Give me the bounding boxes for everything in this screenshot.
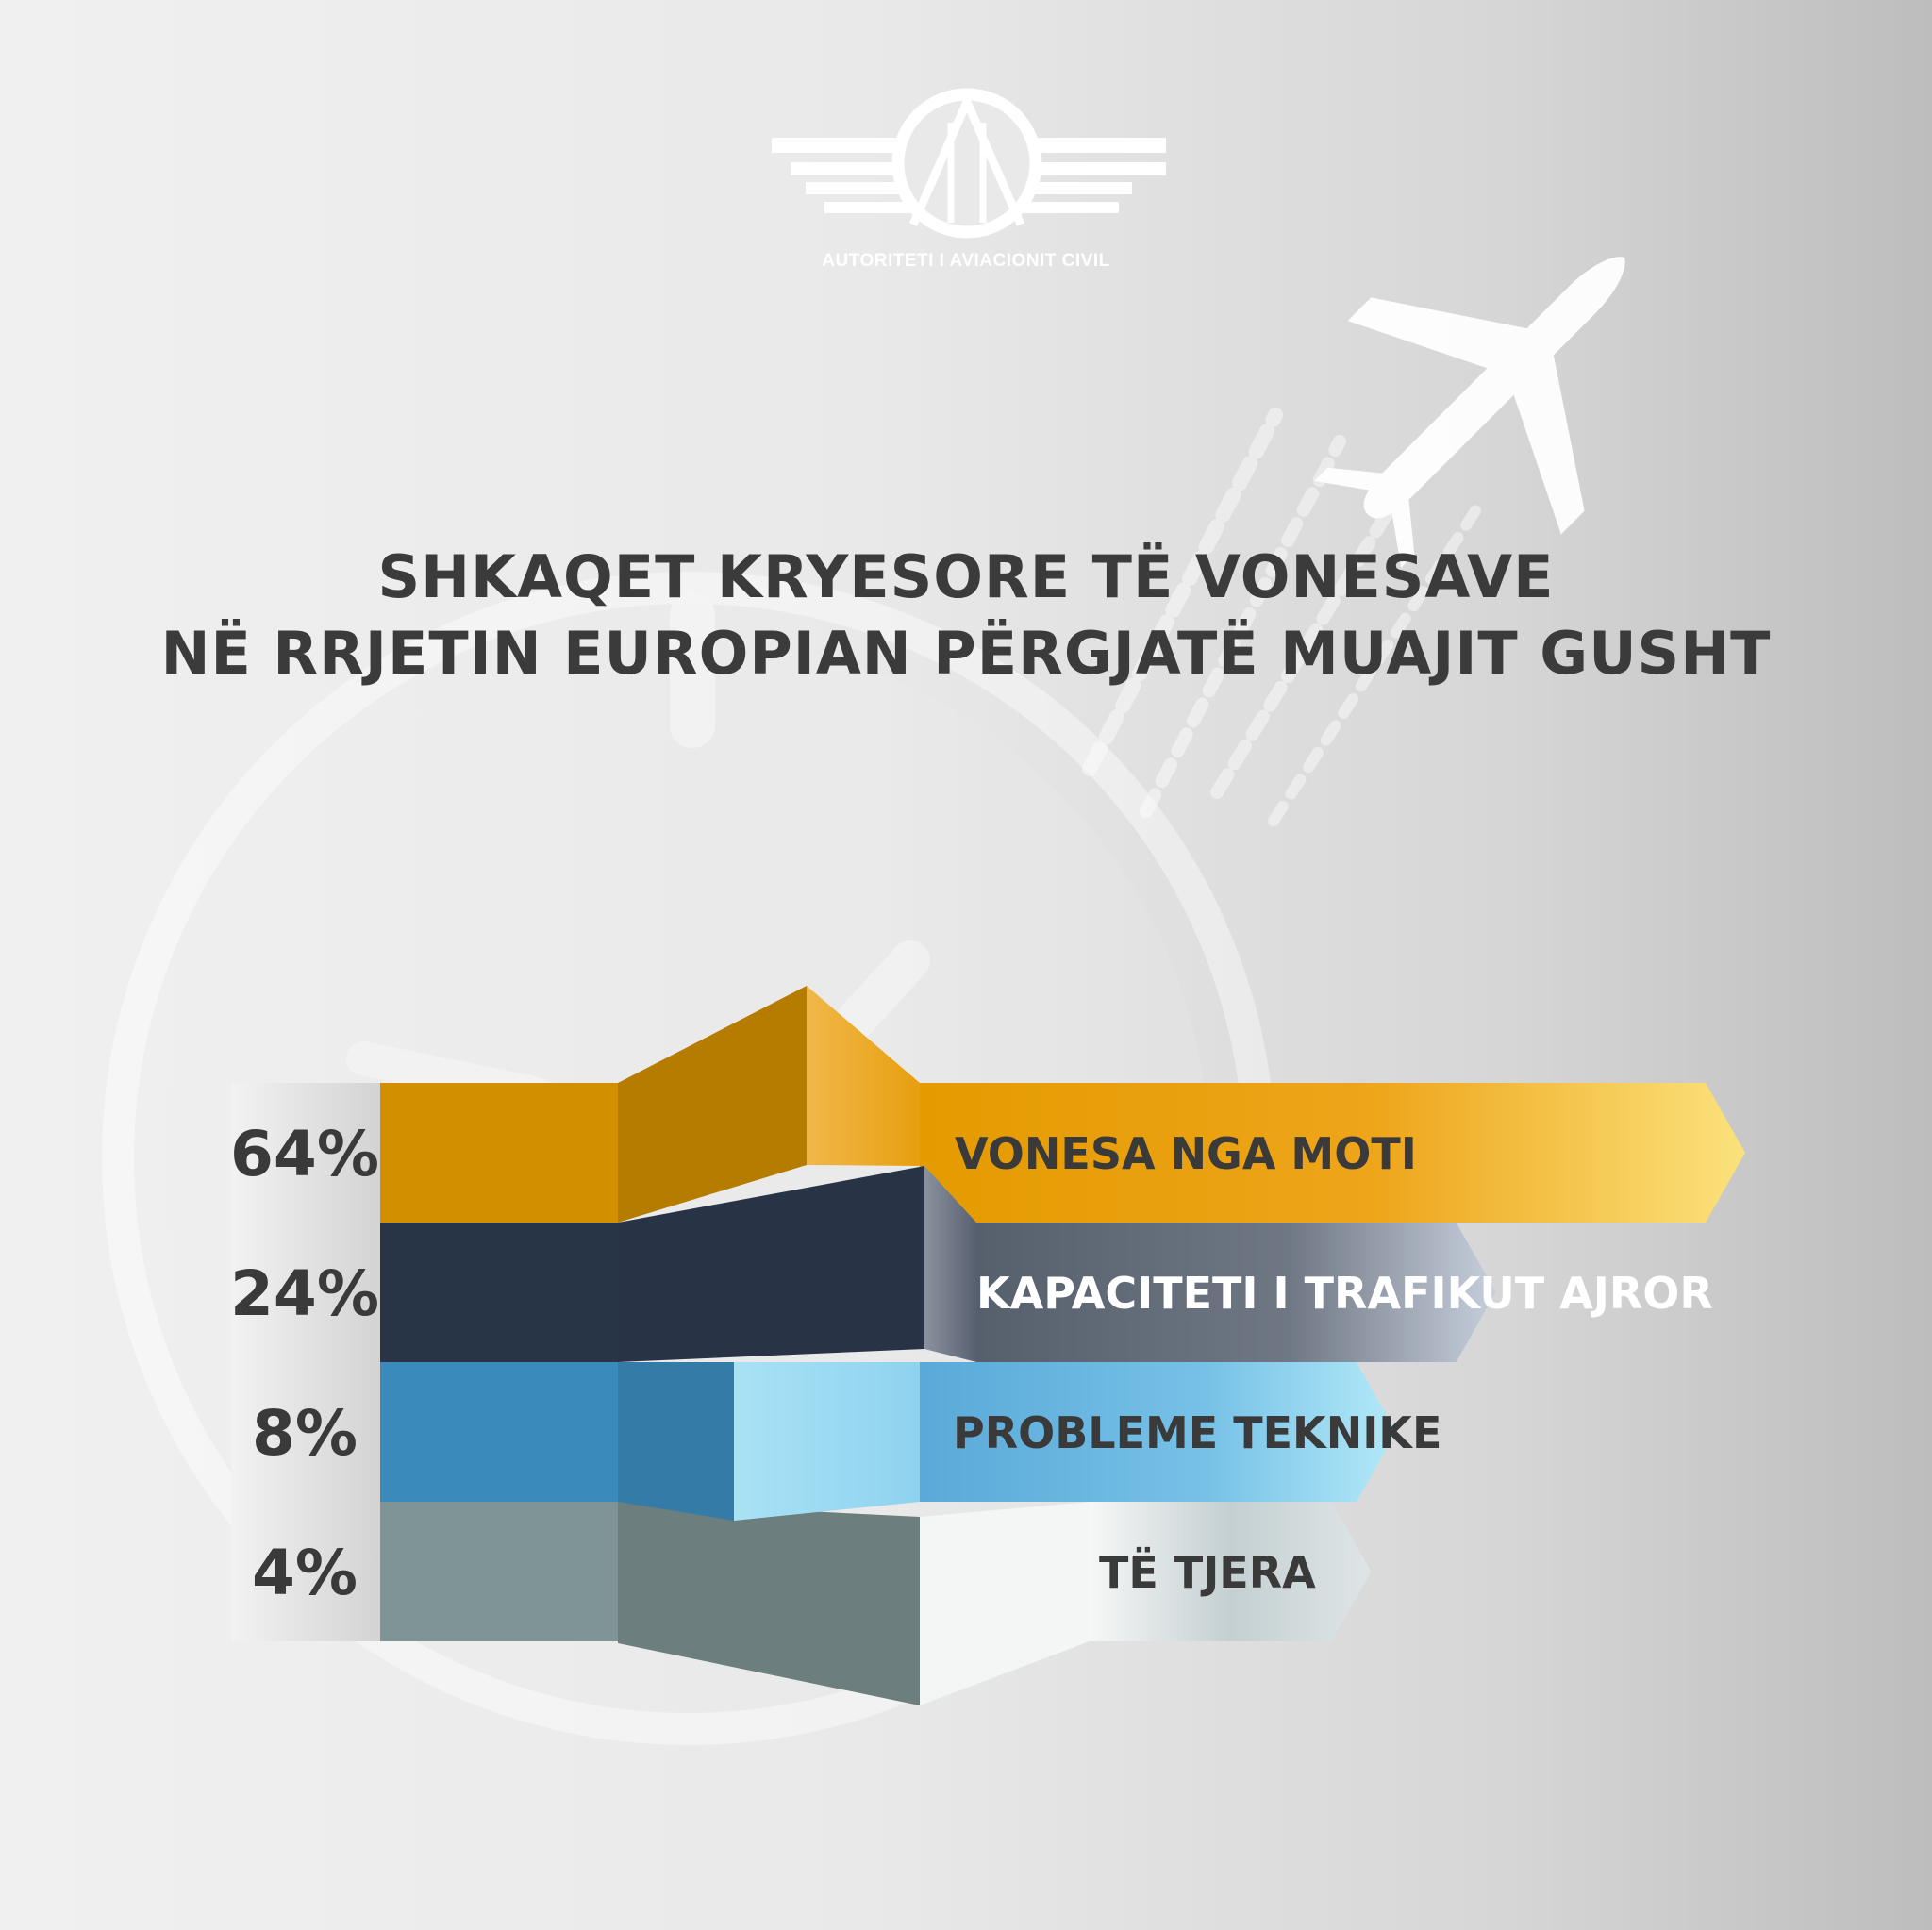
- bar-fold-highlight: [920, 1502, 1090, 1705]
- authority-name: AUTORITETI I AVIACIONIT CIVIL: [822, 251, 1110, 271]
- value-label: 24%: [230, 1257, 379, 1330]
- category-label: KAPACITETI I TRAFIKUT AJROR: [976, 1268, 1713, 1319]
- bar-fold-segment: [618, 1166, 924, 1362]
- bar-fold-segment: [618, 986, 807, 1223]
- value-label-box: [231, 1223, 380, 1362]
- category-label: PROBLEME TEKNIKE: [953, 1407, 1441, 1458]
- airplane-icon: [1082, 257, 1625, 826]
- value-label-box: [231, 1502, 380, 1641]
- value-label: 64%: [230, 1118, 379, 1190]
- chart-title-line-2: NË RRJETIN EUROPIAN PËRGJATË MUAJIT GUSH…: [160, 619, 1772, 688]
- category-ribbon: [920, 1362, 1396, 1502]
- category-label: VONESA NGA MOTI: [955, 1128, 1417, 1179]
- category-ribbon: [920, 1083, 1745, 1223]
- category-label: TË TJERA: [1099, 1547, 1316, 1598]
- bar-fold-highlight: [734, 1362, 920, 1521]
- bar-front-segment: [380, 1502, 618, 1641]
- category-ribbon: [1090, 1502, 1372, 1641]
- value-label-box: [231, 1362, 380, 1502]
- bar-fold-highlight: [807, 986, 920, 1166]
- delay-causes-chart: 64% 24% 8% 4% VONESA NGA MOTI KAPACITETI I TR…: [230, 986, 1745, 1705]
- bar-fold-segment: [618, 1502, 920, 1705]
- bar-front-segment: [380, 1083, 618, 1223]
- value-label: 4%: [252, 1537, 358, 1609]
- category-ribbon: [976, 1223, 1496, 1362]
- bar-fold-segment: [618, 1362, 734, 1521]
- chart-title-line-1: SHKAQET KRYESORE TË VONESAVE: [377, 542, 1555, 611]
- value-label-box: [231, 1083, 380, 1223]
- bar-front-segment: [380, 1362, 618, 1502]
- value-label: 8%: [252, 1397, 358, 1470]
- bar-front-segment: [380, 1223, 618, 1362]
- bar-fold-highlight: [924, 1166, 976, 1362]
- authority-logo: [772, 88, 1166, 239]
